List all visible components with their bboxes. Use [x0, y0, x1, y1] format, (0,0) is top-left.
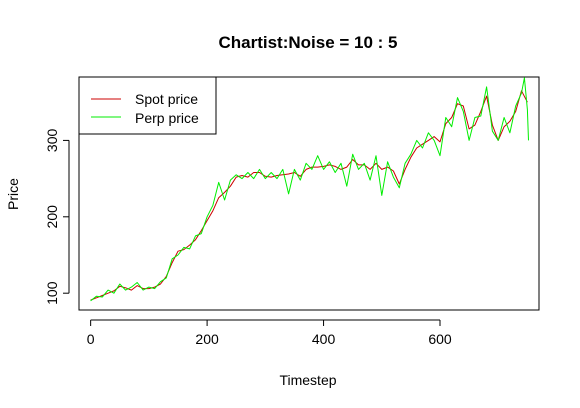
y-tick-label: 300 — [44, 129, 60, 153]
legend-label-perp: Perp price — [135, 110, 199, 126]
x-tick-label: 600 — [428, 331, 452, 347]
x-tick-label: 200 — [195, 331, 219, 347]
legend-label-spot: Spot price — [135, 91, 198, 107]
x-axis: 0 200 400 600 — [87, 319, 452, 347]
perp-price-line — [90, 77, 529, 302]
chart-title: Chartist:Noise = 10 : 5 — [218, 33, 397, 52]
x-tick-label: 400 — [312, 331, 336, 347]
x-tick-label: 0 — [87, 331, 95, 347]
legend-box — [78, 76, 217, 135]
y-tick-label: 100 — [44, 281, 60, 305]
y-axis-label: Price — [5, 178, 21, 210]
y-tick-label: 200 — [44, 205, 60, 229]
y-axis: 100 200 300 — [44, 129, 70, 305]
plot-frame — [78, 76, 540, 311]
legend: Spot price Perp price — [78, 76, 217, 135]
x-axis-label: Timestep — [279, 372, 336, 388]
series-group — [90, 77, 529, 302]
